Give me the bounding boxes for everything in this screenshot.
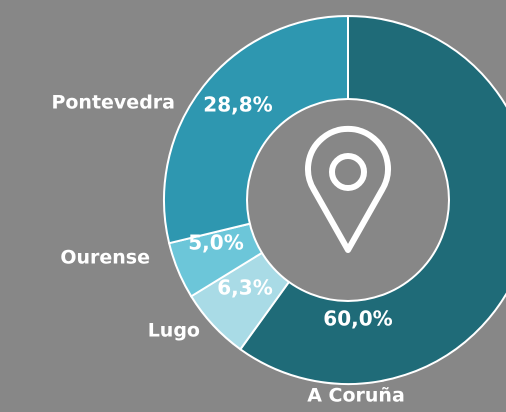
category-label: A Coruña (307, 385, 405, 407)
category-label: Pontevedra (51, 92, 175, 114)
value-label: 6,3% (217, 276, 272, 300)
value-label: 28,8% (203, 93, 272, 117)
category-label: Ourense (60, 247, 150, 269)
donut-hole (246, 98, 450, 302)
value-label: 5,0% (188, 231, 243, 255)
category-label: Lugo (148, 320, 200, 342)
value-label: 60,0% (323, 307, 392, 331)
location-pin-icon (305, 126, 391, 253)
